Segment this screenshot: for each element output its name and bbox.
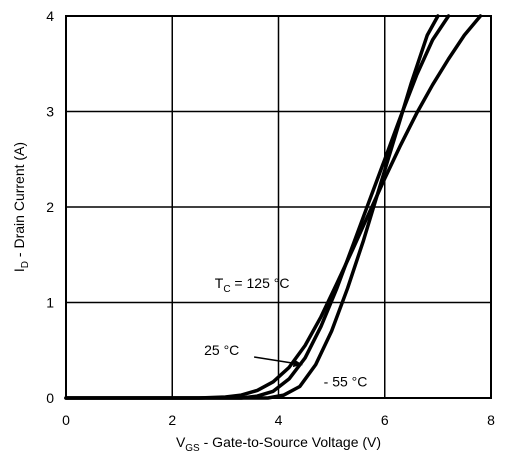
series-group bbox=[64, 14, 483, 400]
y-axis-label-main: I bbox=[11, 268, 27, 272]
y-tick-label: 2 bbox=[46, 199, 54, 215]
y-tick-label: 1 bbox=[46, 295, 54, 311]
x-axis-label-sub: GS bbox=[185, 443, 200, 454]
x-axis-label-rest: - Gate-to-Source Voltage (V) bbox=[200, 434, 381, 450]
label-arrowhead-1 bbox=[292, 359, 303, 368]
y-tick-label: 4 bbox=[46, 8, 54, 24]
y-axis-label-rest: - Drain Current (A) bbox=[11, 142, 27, 261]
y-tick-label: 3 bbox=[46, 104, 54, 120]
series-line-2 bbox=[64, 14, 440, 400]
grid bbox=[65, 15, 492, 399]
y-tick-labels: 0 1 2 3 4 bbox=[46, 8, 54, 406]
series-label-1: 25 °C bbox=[204, 342, 239, 358]
x-tick-label: 4 bbox=[275, 412, 283, 428]
x-tick-label: 2 bbox=[168, 412, 176, 428]
series-label-2: - 55 °C bbox=[324, 374, 368, 390]
series-labels: TC = 125 °C 25 °C - 55 °C bbox=[204, 275, 367, 389]
x-tick-label: 8 bbox=[487, 412, 495, 428]
plot-frame bbox=[65, 15, 492, 399]
y-axis-label: ID - Drain Current (A) bbox=[11, 142, 31, 272]
x-axis-label: VGS - Gate-to-Source Voltage (V) bbox=[176, 434, 381, 454]
x-axis-label-main: V bbox=[176, 434, 186, 450]
y-tick-label: 0 bbox=[46, 390, 54, 406]
x-tick-labels: 0 2 4 6 8 bbox=[62, 412, 495, 428]
y-axis-label-sub: D bbox=[20, 261, 31, 268]
x-tick-label: 0 bbox=[62, 412, 70, 428]
x-tick-label: 6 bbox=[381, 412, 389, 428]
series-label-0: TC = 125 °C bbox=[215, 275, 290, 295]
